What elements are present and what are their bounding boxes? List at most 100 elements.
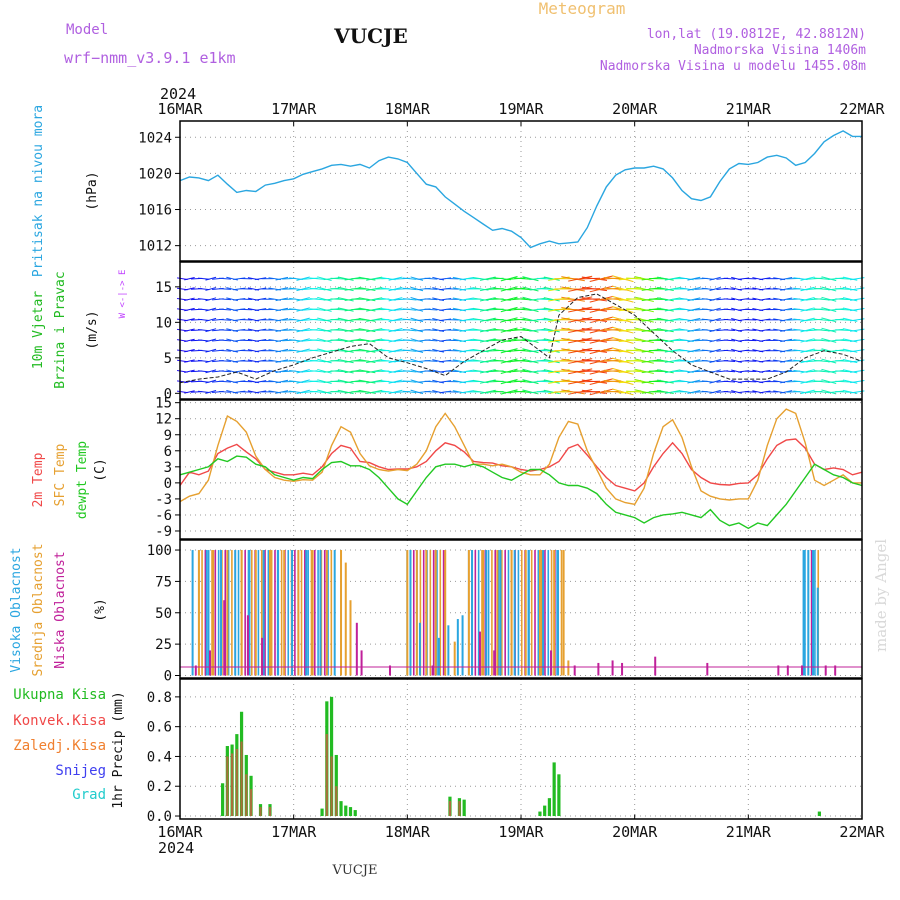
wind-barb (410, 286, 424, 292)
wind-barb (309, 277, 325, 280)
cloud-bar (524, 550, 527, 676)
precip-legend-snow: Snijeg (55, 763, 106, 779)
wind-barb (275, 379, 289, 384)
wind-barb (317, 286, 332, 292)
wind-barb (634, 306, 654, 313)
cloud-bar (802, 550, 805, 676)
wind-barb (536, 360, 553, 362)
wind-barb (205, 369, 217, 374)
time-label-bottom: 21MAR (726, 823, 772, 841)
cloud-bar (482, 550, 485, 676)
wind-barb (184, 318, 195, 322)
wind-barb (634, 358, 654, 364)
y-tick-label: 25 (155, 637, 172, 653)
wind-barb (687, 348, 701, 353)
wind-barb (759, 277, 771, 281)
wind-barb (634, 378, 654, 385)
overcast-cloud-bar (313, 550, 316, 676)
overcast-cloud-bar (211, 550, 213, 676)
wind-barb (813, 328, 830, 332)
wind-barb (424, 329, 438, 332)
overcast-cloud-bar (287, 550, 290, 676)
wind-barb (561, 348, 585, 354)
overcast-cloud-bar (267, 550, 270, 676)
wind-barb (813, 390, 830, 394)
cloud-bar (220, 550, 223, 676)
wind-barb (842, 338, 858, 343)
wind-barb (275, 359, 289, 363)
wind-barb (759, 287, 771, 291)
precip-bar (329, 696, 334, 817)
wind-barb (581, 317, 608, 323)
y-tick-label: 12 (155, 412, 172, 428)
temperature-unit: (C) (93, 458, 108, 481)
wind-barb (835, 390, 851, 393)
wind-barb (500, 296, 518, 302)
cloud-bar (527, 550, 530, 676)
wind-barb (543, 317, 560, 323)
wind-barb (780, 349, 793, 353)
wind-barb (337, 317, 354, 323)
overcast-cloud-bar (204, 550, 207, 676)
wind-barb (759, 380, 771, 384)
overcast-cloud-bar (814, 550, 816, 676)
wind-barb (296, 379, 310, 384)
precip-bar (240, 741, 243, 817)
wind-barb (723, 298, 736, 301)
wind-barb (317, 327, 332, 333)
wind-barb (687, 359, 701, 363)
overcast-cloud-bar (560, 550, 563, 676)
wind-barb (205, 338, 217, 343)
cloud-bar (291, 550, 294, 676)
wind-barb (424, 308, 438, 311)
cloud-bar (807, 550, 810, 676)
wind-barb (612, 347, 634, 355)
wind-barb (275, 307, 289, 312)
cloud-bar (434, 550, 437, 676)
precip-bar (334, 754, 338, 817)
y-tick-label: -6 (155, 508, 172, 524)
wind-barb (759, 369, 771, 373)
wind-barb (500, 306, 518, 313)
wind-barb (358, 328, 376, 333)
wind-barb (842, 307, 858, 312)
wind-barb (402, 277, 417, 280)
wind-barb (500, 327, 518, 333)
wind-barb (612, 337, 634, 344)
product-title: Meteogram (539, 0, 626, 18)
wind-barb (330, 277, 347, 280)
wind-barb (184, 338, 195, 343)
y-tick-label: 0 (164, 668, 172, 684)
cloud-bar (801, 665, 804, 676)
wind-barb (309, 298, 325, 301)
wind-barb (337, 276, 354, 281)
wind-barb (500, 358, 518, 364)
wind-barb (657, 317, 674, 322)
time-label-bottom: 16MAR (157, 823, 203, 841)
wind-barb (254, 308, 267, 312)
wind-barb (581, 286, 608, 292)
wind-barb (596, 308, 621, 311)
cloud-bar (246, 615, 249, 676)
wind-barb (723, 308, 736, 311)
wind-barb (759, 308, 771, 311)
wind-barb (330, 339, 347, 342)
wind-barb (657, 276, 674, 281)
overcast-cloud-bar (474, 550, 477, 676)
cloud-bar (556, 550, 559, 676)
wind-barb (821, 317, 837, 323)
wind-barb (330, 349, 347, 352)
wind-barb (424, 390, 438, 393)
precip-bar (249, 789, 253, 817)
wind-barb (205, 389, 217, 394)
wind-barb (561, 358, 585, 364)
cloud-bar (248, 550, 251, 676)
overcast-cloud-bar (537, 550, 540, 676)
wind-barb (205, 287, 217, 291)
wind-barb (687, 369, 701, 374)
wind-barb (402, 308, 417, 311)
wind-barb (514, 318, 533, 322)
wind-barb (309, 329, 325, 332)
